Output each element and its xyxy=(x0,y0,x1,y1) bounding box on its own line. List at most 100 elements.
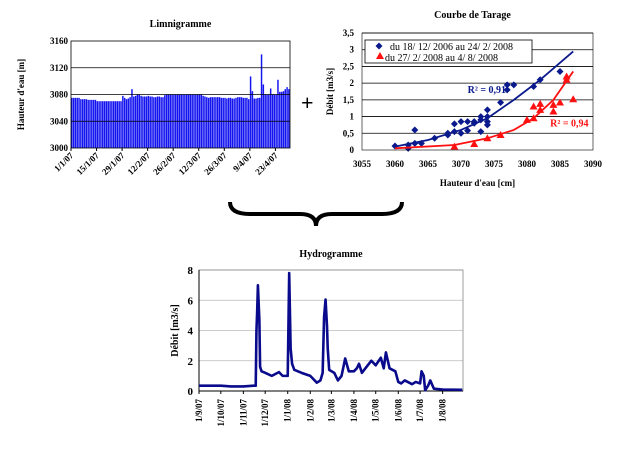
bar xyxy=(147,95,150,148)
y-tick-label: 3,5 xyxy=(343,28,355,38)
bar xyxy=(217,97,219,148)
bar xyxy=(78,97,80,148)
diamond-marker xyxy=(464,127,472,135)
bar xyxy=(248,99,250,148)
bar xyxy=(107,101,109,148)
triangle-marker xyxy=(549,107,558,115)
bar xyxy=(277,79,279,148)
bar xyxy=(238,97,241,148)
bar xyxy=(246,97,248,148)
bar xyxy=(156,96,159,148)
diamond-marker xyxy=(431,134,439,142)
y-tick-label: 6 xyxy=(188,295,194,307)
bar xyxy=(80,99,82,148)
triangle-marker xyxy=(556,98,564,106)
diamond-marker xyxy=(483,113,491,121)
bar xyxy=(74,97,77,148)
x-tick-label: 1/6/08 xyxy=(393,399,403,423)
diamond-marker xyxy=(464,118,472,126)
curly-brace xyxy=(228,201,404,227)
bar xyxy=(96,101,99,148)
diamond-marker xyxy=(450,128,458,136)
bar xyxy=(129,97,131,148)
diamond-marker xyxy=(450,120,458,128)
triangle-marker xyxy=(569,95,578,103)
triangle-marker xyxy=(496,130,505,138)
bar xyxy=(207,97,210,148)
bar xyxy=(118,101,120,148)
bar xyxy=(87,99,89,148)
bar xyxy=(202,95,204,148)
bar xyxy=(92,99,95,148)
bar xyxy=(131,89,133,148)
bar xyxy=(81,99,84,148)
bar xyxy=(142,96,144,148)
x-tick-label: 3065 xyxy=(419,159,438,169)
x-tick-label: 3055 xyxy=(353,159,372,169)
plot-frame xyxy=(361,32,594,151)
plot-frame xyxy=(70,40,291,149)
bar xyxy=(111,101,113,148)
bar xyxy=(284,89,286,148)
triangle-marker xyxy=(549,100,558,108)
bar xyxy=(160,97,162,148)
bar xyxy=(85,99,88,148)
bar xyxy=(242,97,245,148)
triangle-marker xyxy=(523,115,531,123)
x-tick-label: 1/1/07 xyxy=(52,150,76,174)
bar xyxy=(215,97,217,148)
diamond-marker xyxy=(444,129,452,137)
bar xyxy=(226,98,228,148)
diamond-marker xyxy=(411,126,419,134)
diamond-marker xyxy=(497,99,505,107)
triangle-marker xyxy=(529,102,538,110)
x-tick-label: 12/3/07 xyxy=(177,150,204,177)
x-tick-label: 1/10/07 xyxy=(216,399,226,427)
bar xyxy=(98,101,100,148)
bar xyxy=(257,97,259,148)
bar xyxy=(206,97,208,148)
legend-entry: du 18/ 12/ 2006 au 24/ 2/ 2008 xyxy=(390,42,513,53)
diamond-marker xyxy=(483,106,491,114)
y-tick-label: 3120 xyxy=(50,63,69,73)
x-tick-label: 3080 xyxy=(518,159,537,169)
bar xyxy=(103,101,106,148)
x-tick-label: 3060 xyxy=(386,159,405,169)
triangle-marker xyxy=(536,99,545,107)
bar xyxy=(122,95,124,148)
bar xyxy=(213,97,215,148)
bar xyxy=(288,89,290,148)
bar xyxy=(91,99,93,148)
bar xyxy=(260,54,263,148)
x-tick-label: 1/7/08 xyxy=(415,399,425,423)
bar xyxy=(76,97,78,148)
bar xyxy=(204,96,206,148)
diamond-marker xyxy=(510,81,518,89)
bar xyxy=(72,97,75,148)
x-tick-label: 1/1/08 xyxy=(283,399,293,423)
diamond-marker xyxy=(417,139,425,147)
triangle-marker xyxy=(483,134,492,142)
x-tick-label: 1/5/08 xyxy=(371,399,381,423)
chart-title: Courbe de Tarage xyxy=(434,10,511,21)
bar xyxy=(227,97,230,148)
x-tick-label: 3085 xyxy=(551,159,570,169)
bar xyxy=(127,98,130,148)
bar xyxy=(123,97,126,148)
y-tick-label: 2 xyxy=(188,356,194,368)
bar xyxy=(279,91,281,148)
r2-label: R² = 0,91 xyxy=(468,85,506,96)
y-axis-label: Débit [m3/s] xyxy=(170,304,181,357)
bar xyxy=(269,88,272,148)
x-tick-label: 12/2/07 xyxy=(126,150,153,177)
bar xyxy=(154,97,157,148)
legend-box xyxy=(364,39,533,64)
y-tick-label: 1,5 xyxy=(343,95,355,105)
x-axis-label: Hauteur d'eau [cm] xyxy=(440,178,515,188)
trendline xyxy=(394,50,574,148)
x-tick-label: 1/12/07 xyxy=(260,399,270,427)
bar xyxy=(100,101,102,148)
y-tick-label: 2,5 xyxy=(343,61,355,71)
bar xyxy=(286,87,288,148)
